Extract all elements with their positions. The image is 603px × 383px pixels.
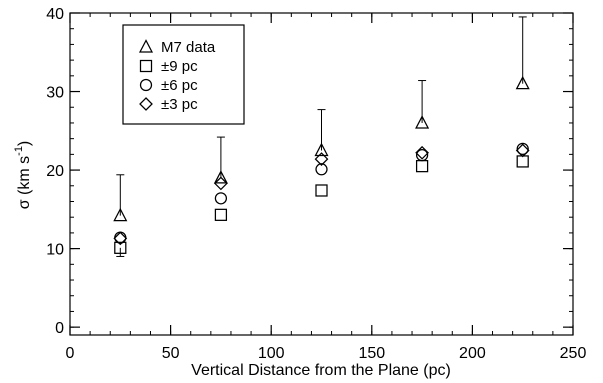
y-tick-label: 0 [55,320,64,337]
circle-data-point [315,163,328,176]
y-tick-label: 30 [46,85,64,102]
y-axis-label: σ (km s-1) [13,141,33,210]
legend-label: ±3 pc [161,96,198,113]
legend-label: ±6 pc [161,77,198,94]
x-tick-label: 0 [66,345,75,362]
triangle-data-point [314,142,329,157]
circle-data-point [415,149,429,162]
triangle-data-point [113,207,128,222]
legend-square-icon [139,59,153,73]
square-data-point [214,208,228,221]
legend-circle-icon [139,78,153,92]
y-tick-label: 10 [46,242,64,259]
y-tick-label: 20 [46,163,64,180]
plot-frame [69,12,574,336]
legend-label: ±9 pc [161,58,198,75]
diamond-data-point [314,152,329,166]
series-square [114,155,529,257]
x-tick-label: 100 [258,345,285,362]
y-axis-label-superscript: -1 [13,146,25,156]
y-axis-label-close: ) [16,141,33,146]
legend-triangle-icon [138,39,154,53]
y-axis-label-main: σ (km s [16,156,33,209]
series-triangle [113,16,530,222]
axes-layer [69,12,574,336]
legend-label: M7 data [161,39,216,56]
y-tick-label: 40 [46,6,64,23]
x-tick-label: 250 [560,345,587,362]
x-tick-label: 50 [162,345,180,362]
series-diamond [113,143,530,246]
circle-data-point [214,192,228,205]
diamond-data-point [515,143,530,158]
tick-layer: 0 50 100 150 200 250 0 10 20 30 40 [46,6,586,362]
diamond-data-point [113,231,128,246]
triangle-data-point [415,115,430,129]
circle-data-point [516,142,529,155]
x-tick-label: 150 [358,345,385,362]
diamond-data-point [415,145,429,160]
x-tick-label: 200 [459,345,486,362]
series-layer [113,16,530,257]
x-axis-label: Vertical Distance from the Plane (pc) [191,362,451,379]
triangle-data-point [515,75,530,90]
legend-diamond-icon [139,97,153,111]
square-data-point [315,184,328,197]
square-data-point [114,241,127,254]
legend: M7 data ±9 pc ±6 pc ±3 pc [122,24,245,125]
diamond-data-point [214,176,228,191]
triangle-data-point [213,170,228,184]
